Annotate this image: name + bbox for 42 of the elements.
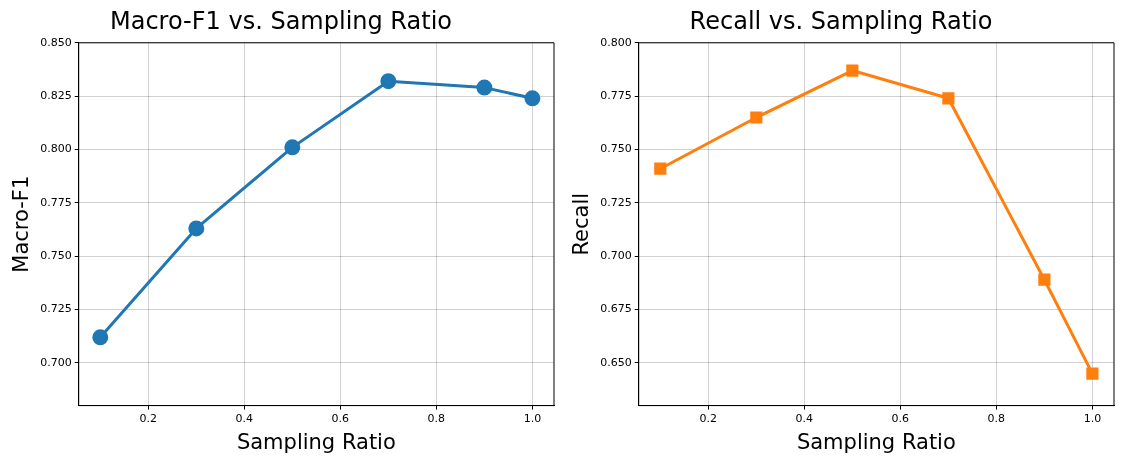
y-tick-label: 0.750 [40,249,72,263]
y-tick-label: 0.800 [40,142,72,156]
point [92,329,109,346]
y-tick-label: 0.775 [40,195,72,209]
x-tick-label: 0.6 [331,412,350,426]
x-tick-label: 1.0 [523,412,542,426]
point [284,139,301,156]
point [1038,273,1051,286]
y-tick-label: 0.725 [600,195,632,209]
point [942,92,955,105]
y-tick-label: 0.775 [600,89,632,103]
y-tick-label: 0.700 [40,355,72,369]
y-tick-label: 0.725 [40,302,72,316]
y-tick-label: 0.675 [600,302,632,316]
point [846,64,859,77]
x-tick-label: 0.6 [891,412,910,426]
x-tick-label: 0.8 [427,412,446,426]
x-tick-label: 0.2 [699,412,718,426]
y-tick-label: 0.650 [600,355,632,369]
point [476,79,493,96]
x-axis-title: Sampling Ratio [796,429,956,454]
y-axis-title: Macro-F1 [9,175,34,273]
point [380,73,397,90]
x-tick-label: 1.0 [1083,412,1102,426]
point [1086,367,1099,380]
x-tick-label: 0.2 [139,412,158,426]
point [524,90,541,107]
point [750,111,763,124]
x-tick-label: 0.4 [795,412,814,426]
chart-title: Macro-F1 vs. Sampling Ratio [110,6,452,35]
point [188,220,205,237]
chart-title: Recall vs. Sampling Ratio [689,6,993,35]
y-tick-label: 0.700 [600,249,632,263]
y-tick-label: 0.825 [40,89,72,103]
x-tick-label: 0.8 [987,412,1006,426]
x-axis-title: Sampling Ratio [236,429,396,454]
x-tick-label: 0.4 [235,412,254,426]
y-axis-title: Recall [569,192,594,256]
point [654,162,667,175]
y-tick-label: 0.800 [600,35,632,49]
y-tick-label: 0.850 [40,35,72,49]
y-tick-label: 0.750 [600,142,632,156]
